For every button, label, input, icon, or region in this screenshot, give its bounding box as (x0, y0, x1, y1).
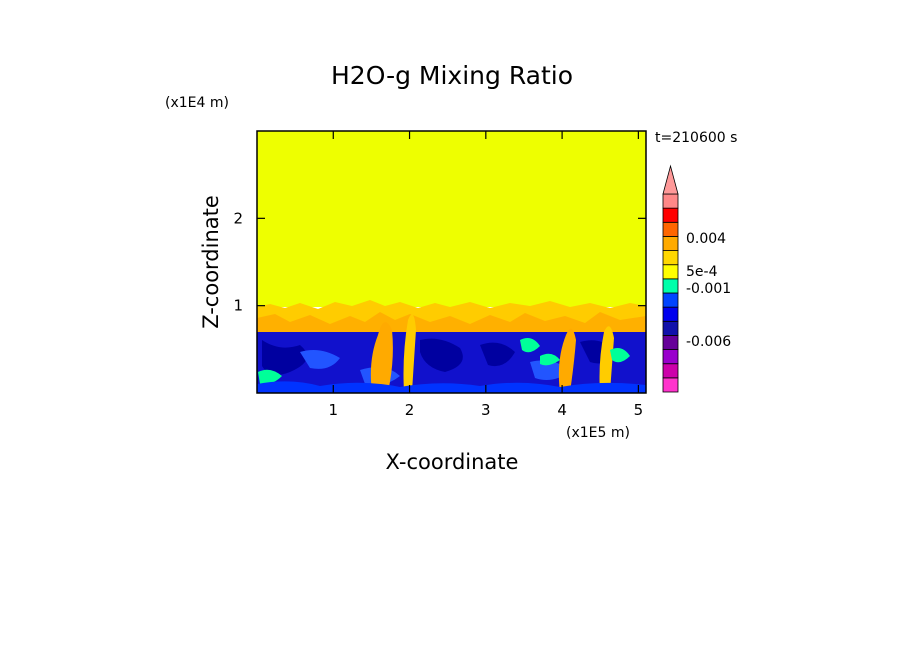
upper-region (257, 131, 646, 307)
time-label: t=210600 s (655, 130, 737, 146)
colorbar-swatch (662, 320, 679, 336)
x-tick-label: 5 (634, 401, 644, 419)
colorbar-swatch (662, 377, 679, 393)
colorbar-swatch (662, 193, 679, 209)
y-tick-label: 2 (233, 209, 243, 227)
transition-darker (257, 312, 646, 334)
y-tick-label: 1 (233, 297, 243, 315)
y-ticks: 12 (233, 209, 646, 315)
colorbar: 0.004 5e-4-0.001 -0.006 (662, 164, 731, 393)
green-patches (258, 338, 630, 385)
plume-3 (558, 328, 576, 392)
colorbar-extend-arrow (662, 164, 679, 195)
lower-blue-patches (300, 350, 570, 385)
colorbar-swatch (662, 250, 679, 266)
colorbar-tick-label: -0.001 (686, 281, 731, 297)
mixing-ratio-field (257, 131, 646, 393)
x-tick-label: 1 (329, 401, 339, 419)
colorbar-tick-label: 5e-4 (686, 264, 718, 280)
colorbar-tick-label: 0.004 (686, 231, 726, 247)
colorbar-swatch (662, 335, 679, 350)
colorbar-swatch (662, 236, 679, 251)
lower-dark-patches (262, 338, 615, 375)
x-ticks: 1 2 3 4 5 (329, 131, 644, 419)
plot-frame (256, 130, 647, 394)
x-tick-label: 3 (481, 401, 491, 419)
colorbar-swatch (662, 292, 679, 308)
y-axis-label: Z-coordinate (199, 195, 223, 329)
x-axis-label: X-coordinate (386, 450, 519, 474)
colorbar-swatch (662, 278, 679, 294)
x-unit-label: (x1E5 m) (566, 425, 630, 441)
colorbar-swatch (662, 349, 679, 365)
colorbar-swatch (662, 363, 679, 379)
plume-4 (599, 326, 614, 392)
plume-1 (370, 322, 393, 392)
x-tick-label: 4 (557, 401, 567, 419)
colorbar-tick-label: -0.006 (686, 334, 731, 350)
chart-title: H2O-g Mixing Ratio (331, 61, 573, 90)
surface-layer (257, 381, 646, 393)
x-tick-label: 2 (405, 401, 415, 419)
colorbar-swatch (662, 221, 679, 237)
colorbar-swatch (662, 207, 679, 223)
y-unit-label: (x1E4 m) (165, 95, 229, 111)
colorbar-swatch (662, 264, 679, 280)
plume-2 (403, 314, 416, 392)
colorbar-swatch (662, 306, 679, 322)
